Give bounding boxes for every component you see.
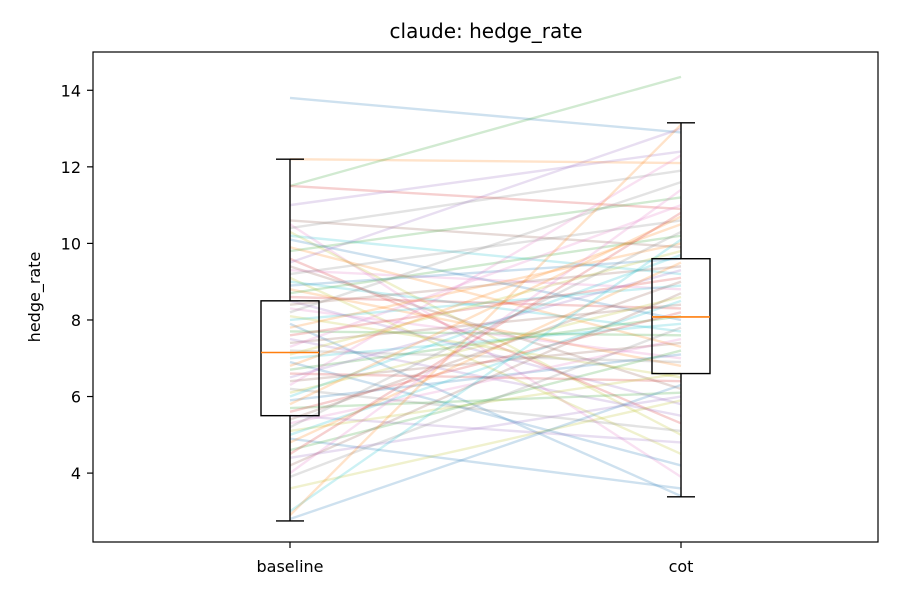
y-axis-label: hedge_rate: [25, 252, 45, 343]
x-axis: baseline cot: [256, 542, 693, 576]
pair-line: [289, 219, 682, 276]
pair-line: [289, 326, 682, 479]
pair-line: [289, 261, 682, 444]
boxplots: [260, 122, 711, 522]
pair-line: [289, 184, 682, 211]
pair-line: [289, 314, 682, 379]
pair-line: [289, 169, 682, 230]
pair-line: [289, 181, 682, 314]
pair-line: [289, 353, 682, 402]
pair-line: [289, 96, 682, 134]
pair-line: [289, 299, 682, 436]
pair-line: [289, 196, 682, 253]
pair-line: [289, 387, 682, 433]
pair-line: [289, 238, 682, 322]
pair-line: [289, 337, 682, 425]
x-tick-label: cot: [669, 557, 694, 576]
pair-line: [289, 372, 682, 433]
y-tick-label: 4: [71, 464, 81, 483]
pair-line: [289, 299, 682, 406]
pair-line: [289, 314, 682, 371]
pair-line: [289, 219, 682, 249]
pair-line: [289, 372, 682, 383]
pair-line: [289, 276, 682, 456]
pair-line: [289, 150, 682, 207]
pair-line: [289, 360, 682, 467]
pair-line: [289, 203, 682, 348]
pair-line: [289, 395, 682, 459]
pair-line: [289, 242, 682, 329]
pair-line: [289, 234, 682, 276]
paired-lines: [289, 75, 682, 521]
x-tick-label: baseline: [256, 557, 323, 576]
pair-line: [289, 269, 682, 291]
y-tick-label: 8: [71, 311, 81, 330]
pair-line: [289, 295, 682, 310]
pair-line: [289, 211, 682, 455]
box-baseline: [260, 300, 320, 417]
pair-line: [289, 322, 682, 498]
pair-line: [289, 249, 682, 356]
pair-line: [289, 188, 682, 475]
pair-line: [289, 307, 682, 360]
pair-line: [289, 230, 682, 429]
pair-line: [289, 276, 682, 337]
pair-line: [289, 437, 682, 490]
y-tick-label: 10: [61, 234, 81, 253]
pair-line: [289, 280, 682, 333]
pair-line: [289, 127, 682, 264]
pair-line: [289, 349, 682, 364]
plot-frame: [92, 51, 879, 543]
pair-line: [289, 234, 682, 295]
pair-line: [289, 269, 682, 379]
pair-line: [289, 223, 682, 478]
pair-line: [289, 238, 682, 513]
pair-line: [289, 341, 682, 383]
pair-line: [289, 292, 682, 467]
pair-line: [289, 280, 682, 421]
pair-line: [289, 265, 682, 306]
pair-line: [289, 215, 682, 406]
pair-line: [289, 257, 682, 287]
pair-line: [289, 399, 682, 490]
pair-line: [289, 265, 682, 391]
pair-line: [289, 246, 682, 348]
pair-line: [289, 322, 682, 360]
pair-line: [289, 284, 682, 322]
chart-title: claude: hedge_rate: [390, 19, 583, 43]
pair-line: [289, 311, 682, 414]
pair-line: [289, 303, 682, 345]
pair-line: [289, 414, 682, 444]
pair-line: [289, 157, 682, 165]
pair-line: [289, 154, 682, 387]
y-tick-label: 6: [71, 388, 81, 407]
pair-line: [289, 123, 682, 517]
pair-line: [289, 295, 682, 394]
pair-line: [289, 330, 682, 337]
y-axis: 4 6 8 10 12 14: [61, 81, 93, 483]
pair-line: [289, 391, 682, 410]
pair-line: [289, 253, 682, 398]
pair-line: [289, 349, 682, 452]
pair-line: [289, 337, 682, 417]
pair-line: [289, 230, 682, 436]
pair-line: [289, 383, 682, 521]
pair-line: [289, 288, 682, 368]
pair-line: [289, 75, 682, 188]
y-tick-label: 12: [61, 158, 81, 177]
pair-line: [289, 223, 682, 368]
y-tick-label: 14: [61, 81, 81, 100]
pair-line: [289, 257, 682, 425]
